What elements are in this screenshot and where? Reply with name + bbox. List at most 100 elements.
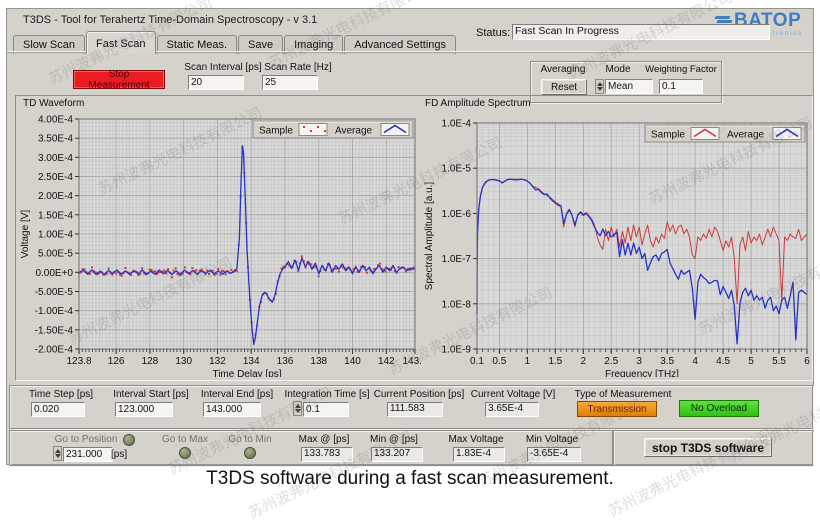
go-to-position-spinner-icon[interactable] xyxy=(53,446,62,461)
svg-text:0.00E+0: 0.00E+0 xyxy=(35,268,73,279)
svg-text:1.0E-8: 1.0E-8 xyxy=(442,299,472,310)
svg-text:Average: Average xyxy=(335,126,373,137)
tab-advanced-settings[interactable]: Advanced Settings xyxy=(344,35,456,54)
no-overload-indicator: No Overload xyxy=(679,400,759,417)
mode-label: Mode xyxy=(605,64,631,75)
svg-text:2.50E-4: 2.50E-4 xyxy=(38,172,73,183)
mode-input[interactable] xyxy=(605,79,653,94)
svg-text:-2.00E-4: -2.00E-4 xyxy=(35,345,74,356)
max-voltage-label: Max Voltage xyxy=(448,434,504,445)
svg-text:134: 134 xyxy=(243,356,260,367)
app-window: T3DS - Tool for Terahertz Time-Domain Sp… xyxy=(6,8,815,466)
interval-end-input[interactable] xyxy=(203,402,261,417)
scan-interval-input[interactable] xyxy=(188,75,244,90)
svg-text:5.5: 5.5 xyxy=(772,356,786,367)
tab-static-meas[interactable]: Static Meas. xyxy=(156,35,238,54)
svg-text:-1.00E-4: -1.00E-4 xyxy=(35,306,74,317)
svg-text:-1.50E-4: -1.50E-4 xyxy=(35,325,74,336)
svg-text:Time Delay [ps]: Time Delay [ps] xyxy=(212,369,281,377)
svg-text:-5.00E-5: -5.00E-5 xyxy=(35,287,74,298)
svg-text:142: 142 xyxy=(378,356,395,367)
tab-imaging[interactable]: Imaging xyxy=(284,35,344,54)
transmission-button[interactable]: Transmission xyxy=(577,401,657,417)
window-title: T3DS - Tool for Terahertz Time-Domain Sp… xyxy=(23,14,318,26)
svg-text:Sample: Sample xyxy=(651,130,685,141)
tab-save[interactable]: Save xyxy=(238,35,284,54)
integration-time-input[interactable] xyxy=(303,402,349,417)
go-to-min-label: Go to Min xyxy=(228,434,272,445)
min-voltage-field: -3.65E-4 xyxy=(527,447,581,462)
svg-text:4.5: 4.5 xyxy=(716,356,730,367)
current-voltage-label: Current Voltage [V] xyxy=(470,389,556,400)
scan-rate-input[interactable] xyxy=(262,75,318,90)
svg-text:Sample: Sample xyxy=(259,126,293,137)
svg-text:Average: Average xyxy=(727,130,765,141)
chart-td-svg: 123.8 126 128 130 132 134 136 138 140 142 143.7 4.0… xyxy=(20,115,428,381)
legend[interactable]: Sample Average xyxy=(644,124,806,143)
svg-text:6: 6 xyxy=(804,356,810,367)
stop-software-panel xyxy=(613,430,813,466)
integration-time-label: Integration Time [s] xyxy=(284,389,370,400)
go-to-min-led[interactable] xyxy=(244,447,256,459)
status-label: Status: xyxy=(476,27,511,39)
page: { "window": {"title": "T3DS - Tool for T… xyxy=(6,0,820,523)
svg-text:123.8: 123.8 xyxy=(66,356,91,367)
go-to-position-input[interactable] xyxy=(63,447,113,462)
min-voltage-label: Min Voltage xyxy=(525,434,579,445)
svg-text:1.0E-9: 1.0E-9 xyxy=(442,345,472,356)
averaging-reset-button[interactable]: Reset xyxy=(541,79,587,95)
go-to-position-label: Go to Position xyxy=(54,434,118,445)
tab-slow-scan[interactable]: Slow Scan xyxy=(13,35,85,54)
svg-text:1.5: 1.5 xyxy=(548,356,562,367)
mode-spinner-icon[interactable] xyxy=(595,79,604,94)
svg-text:132: 132 xyxy=(209,356,226,367)
tab-fast-scan[interactable]: Fast Scan xyxy=(85,31,156,54)
svg-text:1.0E-7: 1.0E-7 xyxy=(442,254,472,265)
svg-text:3.5: 3.5 xyxy=(660,356,674,367)
svg-text:Spectral Amplitude [a.u.]: Spectral Amplitude [a.u.] xyxy=(424,182,435,291)
svg-text:1.00E-4: 1.00E-4 xyxy=(38,230,73,241)
stop-measurement-button[interactable]: Stop Measurement xyxy=(73,69,165,91)
svg-text:3.00E-4: 3.00E-4 xyxy=(38,153,73,164)
svg-text:140: 140 xyxy=(344,356,361,367)
tab-bar: Slow Scan Fast Scan Static Meas. Save Imagin… xyxy=(13,31,457,54)
current-position-label: Current Position [ps] xyxy=(373,389,465,400)
stop-t3ds-software-button[interactable]: stop T3DS software xyxy=(644,438,772,457)
max-voltage-field: 1.83E-4 xyxy=(453,447,505,462)
tab-divider xyxy=(7,51,813,53)
svg-text:Voltage [V]: Voltage [V] xyxy=(20,210,31,259)
legend[interactable]: Sample Average xyxy=(252,120,414,139)
weighting-factor-input[interactable] xyxy=(659,79,703,94)
fd-spectrum-title: FD Amplitude Spectrum xyxy=(425,98,531,109)
plots-panel xyxy=(15,95,813,381)
svg-text:1.50E-4: 1.50E-4 xyxy=(38,210,73,221)
min-at-label: Min @ [ps] xyxy=(370,434,418,445)
svg-text:0.5: 0.5 xyxy=(492,356,506,367)
svg-text:5.00E-5: 5.00E-5 xyxy=(38,249,73,260)
chart-fd-svg: 0.1 0.5 1 1.5 2 2.5 3 3.5 4 4.5 5 5.5 6 1.0E-4 1.0E-5 1… xyxy=(424,119,810,381)
interval-start-input[interactable] xyxy=(115,402,173,417)
svg-text:130: 130 xyxy=(175,356,192,367)
interval-start-label: Interval Start [ps] xyxy=(113,389,189,400)
svg-text:5: 5 xyxy=(748,356,754,367)
svg-text:1: 1 xyxy=(525,356,531,367)
svg-text:1.0E-6: 1.0E-6 xyxy=(442,209,472,220)
time-step-input[interactable] xyxy=(31,402,85,417)
svg-text:2.00E-4: 2.00E-4 xyxy=(38,191,73,202)
svg-text:3: 3 xyxy=(636,356,642,367)
go-to-max-led[interactable] xyxy=(179,447,191,459)
scan-settings-panel xyxy=(9,385,813,429)
svg-text:128: 128 xyxy=(142,356,159,367)
svg-text:3.50E-4: 3.50E-4 xyxy=(38,134,73,145)
interval-end-label: Interval End [ps] xyxy=(200,389,274,400)
fd-spectrum-chart: 0.1 0.5 1 1.5 2 2.5 3 3.5 4 4.5 5 5.5 6 1.0E-4 1.0E-5 1… xyxy=(421,107,815,381)
max-at-label: Max @ [ps] xyxy=(298,434,350,445)
status-field: Fast Scan In Progress xyxy=(512,24,770,40)
scan-rate-label: Scan Rate [Hz] xyxy=(264,62,332,73)
svg-text:138: 138 xyxy=(310,356,327,367)
integration-time-spinner-icon[interactable] xyxy=(293,401,302,416)
svg-text:136: 136 xyxy=(277,356,294,367)
figure-caption: T3DS software during a fast scan measure… xyxy=(206,468,614,489)
td-waveform-title: TD Waveform xyxy=(23,98,85,109)
averaging-group: Averaging Reset Mode Weighting Factor xyxy=(530,61,722,103)
